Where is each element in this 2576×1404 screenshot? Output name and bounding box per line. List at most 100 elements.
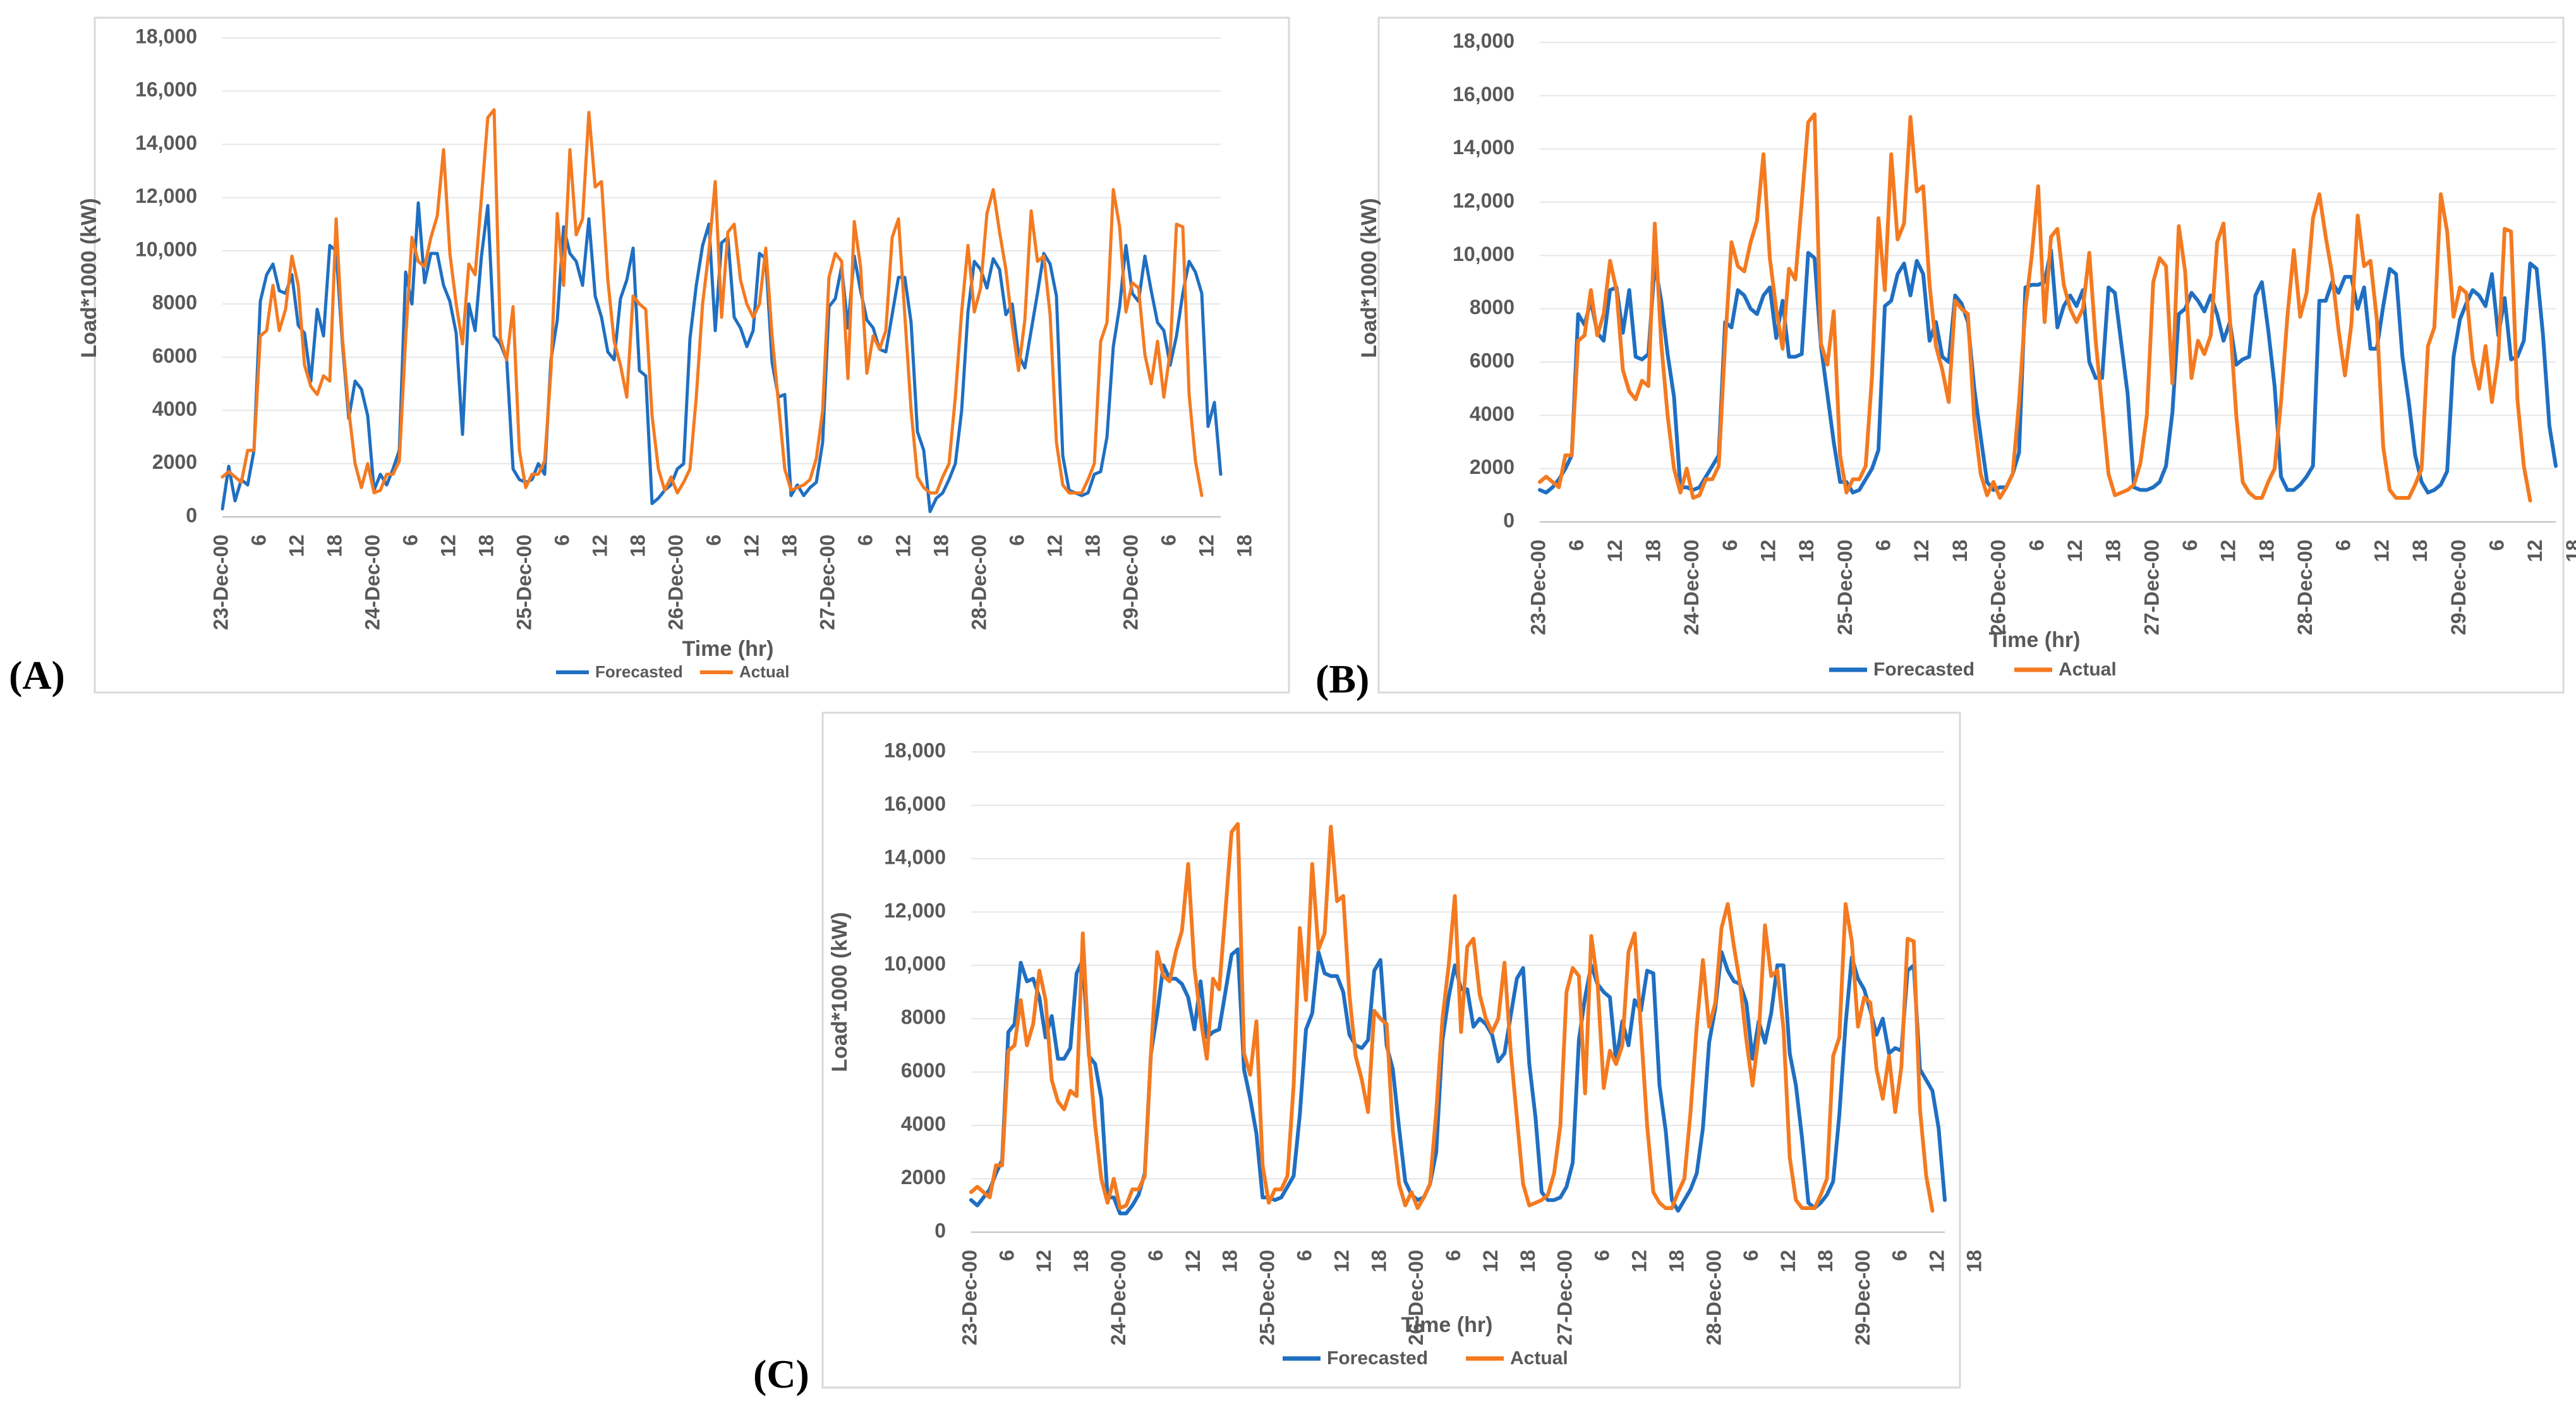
y-tick-label: 8000 [901, 1006, 946, 1029]
legend: Forecasted Actual [556, 662, 789, 681]
x-tick-label: 6 [1591, 1250, 1614, 1261]
y-tick-label: 12,000 [135, 185, 197, 207]
x-tick-label: 18 [1081, 535, 1104, 557]
y-tick-label: 10,000 [1453, 243, 1515, 265]
y-tick-label: 4000 [901, 1113, 946, 1135]
x-tick-label: 24-Dec-00 [361, 535, 384, 630]
x-tick-label: 12 [1479, 1250, 1502, 1273]
x-axis-title: Time (hr) [1401, 1313, 1493, 1337]
x-tick-label: 26-Dec-00 [664, 535, 687, 630]
x-tick-label: 12 [437, 535, 459, 557]
x-tick-label: 18 [1070, 1250, 1092, 1273]
y-tick-label: 18,000 [884, 739, 946, 761]
x-tick-label: 18 [475, 535, 497, 557]
x-tick-label: 18 [1233, 535, 1255, 557]
y-tick-label: 0 [186, 504, 197, 526]
y-tick-label: 4000 [152, 397, 197, 420]
x-tick-label: 6 [1739, 1250, 1762, 1261]
x-tick-label: 18 [778, 535, 801, 557]
x-tick-label: 6 [854, 535, 876, 546]
x-tick-label: 18 [323, 535, 346, 557]
panel-label-b: (B) [1315, 657, 1369, 701]
legend: Forecasted Actual [1829, 659, 2117, 680]
x-tick-label: 18 [1665, 1250, 1688, 1273]
x-tick-label: 26-Dec-00 [1405, 1250, 1427, 1345]
x-tick-label: 6 [1719, 540, 1741, 551]
y-tick-label: 4000 [1470, 402, 1515, 425]
y-tick-label: 16,000 [884, 792, 946, 815]
legend-forecasted-label: Forecasted [1873, 659, 1974, 680]
x-axis-title: Time (hr) [682, 637, 774, 661]
series-line-actual [969, 822, 1935, 1213]
y-axis-title: Load*1000 (kW) [77, 198, 101, 358]
x-tick-label: 28-Dec-00 [967, 535, 990, 630]
y-tick-label: 2000 [152, 451, 197, 473]
x-tick-label: 18 [2255, 540, 2278, 562]
x-tick-label: 12 [1182, 1250, 1204, 1273]
x-tick-label: 18 [1219, 1250, 1242, 1273]
y-tick-label: 0 [1503, 509, 1515, 531]
x-tick-label: 6 [1872, 540, 1895, 551]
x-tick-label: 28-Dec-00 [1702, 1250, 1725, 1345]
x-tick-label: 12 [740, 535, 763, 557]
x-tick-label: 6 [1144, 1250, 1167, 1261]
x-tick-label: 12 [892, 535, 914, 557]
legend-forecasted-label: Forecasted [595, 662, 683, 681]
x-tick-label: 23-Dec-00 [958, 1250, 981, 1345]
x-tick-label: 12 [1032, 1250, 1055, 1273]
panel-label-a: (A) [9, 653, 65, 698]
x-tick-label: 12 [1043, 535, 1066, 557]
legend-actual-label: Actual [2059, 659, 2117, 680]
x-tick-label: 18 [2102, 540, 2125, 562]
series-line-actual [221, 108, 1204, 497]
x-tick-label: 27-Dec-00 [2140, 540, 2163, 635]
x-tick-label: 18 [2409, 540, 2431, 562]
legend: Forecasted Actual [1283, 1348, 1568, 1369]
x-tick-label: 18 [1642, 540, 1664, 562]
x-tick-label: 12 [2370, 540, 2393, 562]
y-tick-label: 6000 [1470, 349, 1515, 372]
x-tick-label: 25-Dec-00 [512, 535, 535, 630]
y-tick-label: 8000 [152, 291, 197, 314]
y-axis-title: Load*1000 (kW) [1357, 198, 1381, 358]
x-tick-label: 18 [1367, 1250, 1390, 1273]
x-tick-label: 12 [1926, 1250, 1949, 1273]
y-tick-label: 16,000 [1453, 83, 1515, 106]
y-tick-label: 8000 [1470, 296, 1515, 318]
panel-label-c: (C) [753, 1352, 809, 1396]
x-tick-label: 26-Dec-00 [1987, 540, 2010, 635]
x-tick-label: 6 [1005, 535, 1028, 546]
x-tick-label: 25-Dec-00 [1834, 540, 1856, 635]
x-tick-label: 18 [1949, 540, 1971, 562]
y-tick-label: 18,000 [135, 25, 197, 47]
y-tick-label: 16,000 [135, 78, 197, 101]
x-tick-label: 12 [588, 535, 611, 557]
x-tick-label: 18 [2562, 540, 2576, 562]
x-tick-label: 12 [1604, 540, 1626, 562]
legend-actual-label: Actual [1510, 1348, 1568, 1369]
panel-frame [821, 711, 1961, 1389]
x-tick-label: 6 [1565, 540, 1588, 551]
x-tick-label: 6 [2485, 540, 2508, 551]
x-tick-label: 6 [399, 535, 421, 546]
x-tick-label: 18 [626, 535, 649, 557]
x-tick-label: 18 [929, 535, 952, 557]
x-tick-label: 28-Dec-00 [2294, 540, 2316, 635]
x-tick-label: 6 [2332, 540, 2355, 551]
x-tick-label: 12 [2064, 540, 2086, 562]
x-tick-label: 12 [1330, 1250, 1353, 1273]
x-tick-label: 6 [2179, 540, 2201, 551]
y-tick-label: 10,000 [135, 238, 197, 260]
x-tick-label: 6 [1442, 1250, 1465, 1261]
x-tick-label: 6 [1889, 1250, 1911, 1261]
x-tick-label: 6 [2025, 540, 2048, 551]
y-tick-label: 6000 [152, 344, 197, 367]
x-tick-label: 6 [550, 535, 573, 546]
x-tick-label: 6 [995, 1250, 1018, 1261]
y-tick-label: 2000 [901, 1166, 946, 1189]
y-tick-label: 18,000 [1453, 29, 1515, 52]
x-tick-label: 6 [702, 535, 725, 546]
x-tick-label: 12 [1757, 540, 1780, 562]
legend-forecasted-label: Forecasted [1327, 1348, 1428, 1369]
